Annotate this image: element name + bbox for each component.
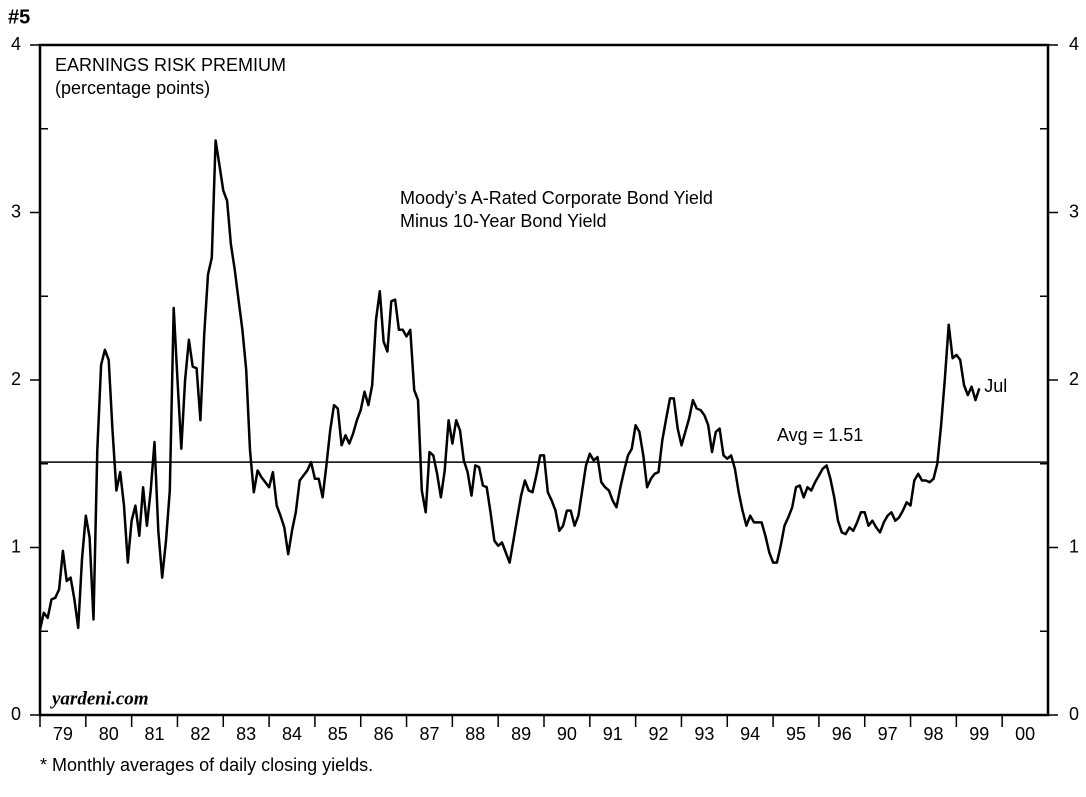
- x-tick-label: 83: [236, 724, 256, 744]
- x-tick-label: 80: [99, 724, 119, 744]
- annotation: Minus 10-Year Bond Yield: [400, 211, 606, 231]
- plot-frame: [38, 43, 1050, 717]
- x-tick-label: 98: [923, 724, 943, 744]
- x-tick-label: 90: [557, 724, 577, 744]
- x-tick-label: 93: [694, 724, 714, 744]
- y-tick-label: 1: [11, 536, 21, 556]
- y2-tick-label: 4: [1069, 34, 1079, 54]
- x-tick-label: 92: [649, 724, 669, 744]
- x-tick-label: 88: [465, 724, 485, 744]
- y-tick-label: 0: [11, 704, 21, 724]
- y2-tick-label: 1: [1069, 536, 1079, 556]
- x-tick-label: 94: [740, 724, 760, 744]
- x-tick-label: 91: [603, 724, 623, 744]
- reference-label: Avg = 1.51: [777, 425, 863, 445]
- y2-tick-label: 3: [1069, 201, 1079, 221]
- x-tick-label: 85: [328, 724, 348, 744]
- x-tick-label: 99: [969, 724, 989, 744]
- x-tick-label: 95: [786, 724, 806, 744]
- x-tick-label: 96: [832, 724, 852, 744]
- source: yardeni.com: [50, 688, 149, 709]
- x-tick-label: 86: [374, 724, 394, 744]
- footnote: * Monthly averages of daily closing yiel…: [40, 755, 373, 775]
- chart-title: EARNINGS RISK PREMIUM: [55, 55, 286, 75]
- data-line: [38, 139, 981, 630]
- y2-tick-label: 0: [1069, 704, 1079, 724]
- y2-tick-label: 2: [1069, 369, 1079, 389]
- x-tick-label: 87: [419, 724, 439, 744]
- y-tick-label: 2: [11, 369, 21, 389]
- x-tick-label: 79: [53, 724, 73, 744]
- x-tick-label: 81: [145, 724, 165, 744]
- x-tick-label: 97: [878, 724, 898, 744]
- x-tick-label: 82: [190, 724, 210, 744]
- y-tick-label: 4: [11, 34, 21, 54]
- x-tick-label: 89: [511, 724, 531, 744]
- end-label: Jul: [984, 376, 1007, 396]
- x-tick-label: 00: [1015, 724, 1035, 744]
- chart-label: #5: [8, 6, 30, 28]
- y-tick-label: 3: [11, 201, 21, 221]
- x-tick-label: 84: [282, 724, 302, 744]
- annotation: Moody’s A-Rated Corporate Bond Yield: [400, 188, 713, 208]
- chart-subtitle: (percentage points): [55, 78, 210, 98]
